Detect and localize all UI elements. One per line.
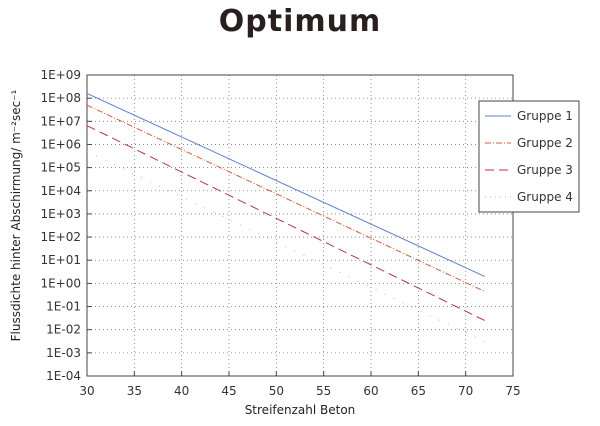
y-tick-label: 1E+09 bbox=[40, 68, 81, 82]
legend-label: Gruppe 2 bbox=[517, 136, 573, 150]
y-tick-label: 1E+00 bbox=[40, 276, 81, 290]
legend-box bbox=[478, 100, 580, 213]
axis-ticks: 30 35 40 45 50 55 60 65 70 75 1E-04 1E-03 1E-02 1E-01… bbox=[40, 68, 520, 398]
x-tick-label: 35 bbox=[127, 384, 142, 398]
legend-label: Gruppe 3 bbox=[517, 163, 573, 177]
y-tick-label: 1E+03 bbox=[40, 207, 81, 221]
y-tick-label: 1E+04 bbox=[40, 184, 81, 198]
legend: Gruppe 1 Gruppe 2 Gruppe 3 Gruppe 4 bbox=[478, 100, 580, 213]
x-axis-label: Streifenzahl Beton bbox=[245, 403, 356, 417]
chart-title: Optimum bbox=[218, 4, 382, 39]
y-tick-label: 1E-04 bbox=[46, 369, 81, 383]
y-tick-label: 1E+06 bbox=[40, 137, 81, 151]
plot-frame bbox=[86, 74, 514, 377]
legend-label: Gruppe 1 bbox=[517, 109, 573, 123]
y-tick-label: 1E+05 bbox=[40, 161, 81, 175]
x-tick-label: 60 bbox=[363, 384, 378, 398]
series-line bbox=[86, 150, 485, 343]
series-line bbox=[86, 125, 485, 321]
grid bbox=[87, 75, 513, 376]
series-line bbox=[86, 92, 485, 277]
y-tick-label: 1E+01 bbox=[40, 253, 81, 267]
x-tick-label: 50 bbox=[269, 384, 284, 398]
x-tick-label: 30 bbox=[79, 384, 94, 398]
y-axis-label: Flussdichte hinter Abschirmung/ m⁻²sec⁻¹ bbox=[9, 89, 23, 341]
y-tick-label: 1E-03 bbox=[46, 346, 81, 360]
x-tick-label: 65 bbox=[411, 384, 426, 398]
y-tick-label: 1E+07 bbox=[40, 114, 81, 128]
x-tick-label: 45 bbox=[221, 384, 236, 398]
x-tick-label: 70 bbox=[458, 384, 473, 398]
x-tick-label: 75 bbox=[505, 384, 520, 398]
y-tick-label: 1E+08 bbox=[40, 91, 81, 105]
series-lines bbox=[86, 92, 485, 343]
legend-label: Gruppe 4 bbox=[517, 190, 573, 204]
x-tick-label: 40 bbox=[174, 384, 189, 398]
y-tick-label: 1E-01 bbox=[46, 300, 81, 314]
y-tick-label: 1E+02 bbox=[40, 230, 81, 244]
x-tick-label: 55 bbox=[316, 384, 331, 398]
series-line bbox=[86, 104, 485, 292]
y-tick-label: 1E-02 bbox=[46, 323, 81, 337]
